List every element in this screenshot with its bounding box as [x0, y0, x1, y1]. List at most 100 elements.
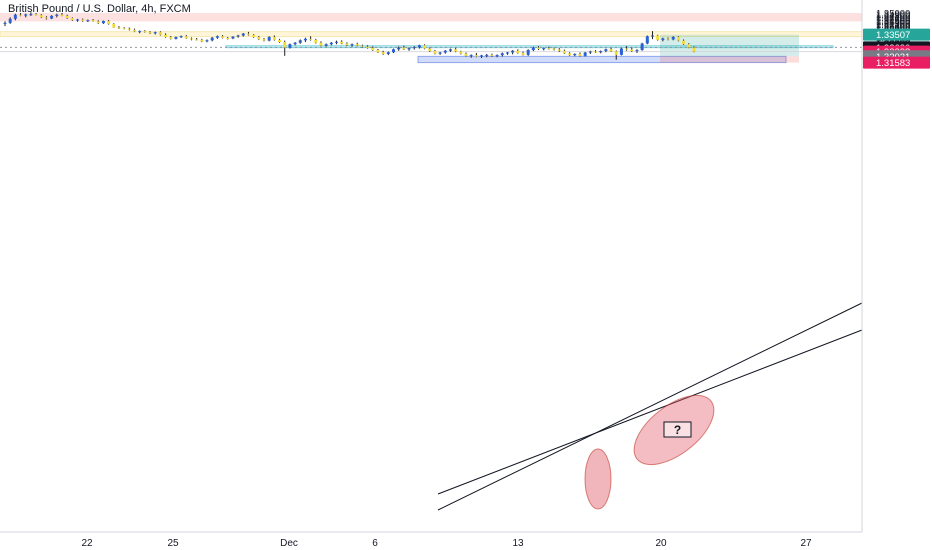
- candle-body: [91, 20, 95, 22]
- price-tick-label: 1.34500: [876, 16, 910, 27]
- candle-body: [329, 42, 333, 45]
- zone-demand: [417, 55, 787, 64]
- candle-body: [298, 40, 302, 43]
- overlay-layer: ?: [437, 302, 863, 511]
- time-tick-label: 20: [655, 538, 667, 549]
- candle-body: [226, 37, 230, 39]
- candle-body: [345, 43, 349, 46]
- candle-body: [454, 49, 458, 52]
- candle-body: [309, 38, 313, 40]
- candle-body: [433, 51, 437, 54]
- candle-body: [557, 49, 561, 51]
- candle-body: [340, 41, 344, 44]
- candle-body: [319, 42, 323, 46]
- candle-body: [526, 50, 530, 55]
- candle-body: [428, 48, 432, 52]
- candle-body: [542, 48, 546, 50]
- candle-body: [505, 52, 509, 54]
- time-tick-label: 13: [512, 538, 524, 549]
- candle-body: [231, 36, 235, 39]
- trendline-upper: [437, 302, 863, 511]
- candle-body: [485, 54, 489, 56]
- time-tick-label: 6: [372, 538, 378, 549]
- price-tick-label: 1.34700: [876, 13, 910, 24]
- candle-body: [568, 53, 572, 56]
- candle-body: [210, 37, 214, 41]
- candle-body: [692, 47, 696, 52]
- candle-body: [474, 55, 478, 57]
- candle-body: [184, 36, 188, 39]
- candle-body: [158, 32, 162, 35]
- candle-body: [19, 14, 23, 16]
- candle-body: [640, 43, 644, 51]
- candle-body: [469, 55, 473, 57]
- annotation-box: [663, 421, 692, 438]
- candle-body: [24, 14, 28, 16]
- price-tick-label: 1.35000: [876, 9, 910, 20]
- candle-body: [117, 27, 121, 29]
- candle-body: [392, 49, 395, 53]
- price-tick-label: 1.34100: [876, 22, 910, 33]
- candle-body: [272, 36, 276, 40]
- highlight-ellipse-low: [584, 448, 612, 510]
- price-tick-label: 1.34400: [876, 17, 910, 28]
- candle-body: [267, 36, 271, 41]
- time-tick-label: 25: [167, 538, 179, 549]
- candle-body: [552, 48, 556, 50]
- price-label-tag: [863, 56, 930, 69]
- candle-body: [614, 51, 618, 55]
- candle-body: [252, 34, 256, 37]
- candle-body: [625, 48, 629, 50]
- candle-body: [8, 18, 12, 23]
- trendline-lower: [437, 329, 863, 495]
- candle-body: [50, 15, 54, 19]
- candle-body: [417, 45, 421, 48]
- candle-body: [81, 19, 85, 21]
- candle-body: [687, 44, 691, 48]
- price-label-text: 1.31583: [876, 58, 910, 69]
- price-axis-bg: [862, 0, 932, 550]
- candle-body: [521, 52, 525, 55]
- price-tick-label: 1.34600: [876, 14, 910, 25]
- candle-body: [262, 39, 266, 41]
- chart-title: British Pound / U.S. Dollar, 4h, FXCM: [8, 3, 191, 15]
- candle-body: [293, 42, 297, 45]
- candle-body: [205, 40, 209, 42]
- candle-body: [133, 29, 136, 32]
- candle-body: [537, 47, 541, 50]
- candle-body: [34, 14, 38, 16]
- candle-body: [283, 42, 287, 48]
- candle-body: [407, 48, 411, 50]
- candle-body: [195, 39, 199, 41]
- candle-body: [495, 55, 499, 57]
- candle-body: [3, 22, 7, 24]
- candle-body: [55, 14, 59, 16]
- price-tick-label: 1.34300: [876, 19, 910, 30]
- candle-body: [96, 21, 100, 24]
- candle-body: [619, 48, 623, 55]
- price-label-tag: [863, 28, 930, 41]
- candle-body: [350, 44, 354, 46]
- candle-body: [215, 36, 219, 38]
- candle-body: [531, 47, 535, 51]
- candle-body: [443, 50, 447, 53]
- candle-body: [666, 38, 670, 40]
- candle-body: [682, 40, 686, 45]
- candle-body: [288, 44, 292, 48]
- candle-body: [355, 44, 359, 46]
- candle-body: [464, 53, 468, 56]
- price-tick-label: 1.34800: [876, 11, 910, 22]
- candle-body: [676, 36, 680, 41]
- candle-body: [236, 35, 240, 37]
- candle-body: [107, 20, 111, 24]
- candle-body: [278, 39, 282, 43]
- candle-body: [122, 28, 126, 30]
- candle-body: [189, 38, 193, 40]
- candle-body: [65, 15, 69, 19]
- candle-body: [138, 31, 142, 33]
- profit-zone: [660, 34, 799, 57]
- candle-body: [573, 53, 577, 56]
- candle-body: [39, 15, 43, 18]
- candle-body: [44, 17, 48, 19]
